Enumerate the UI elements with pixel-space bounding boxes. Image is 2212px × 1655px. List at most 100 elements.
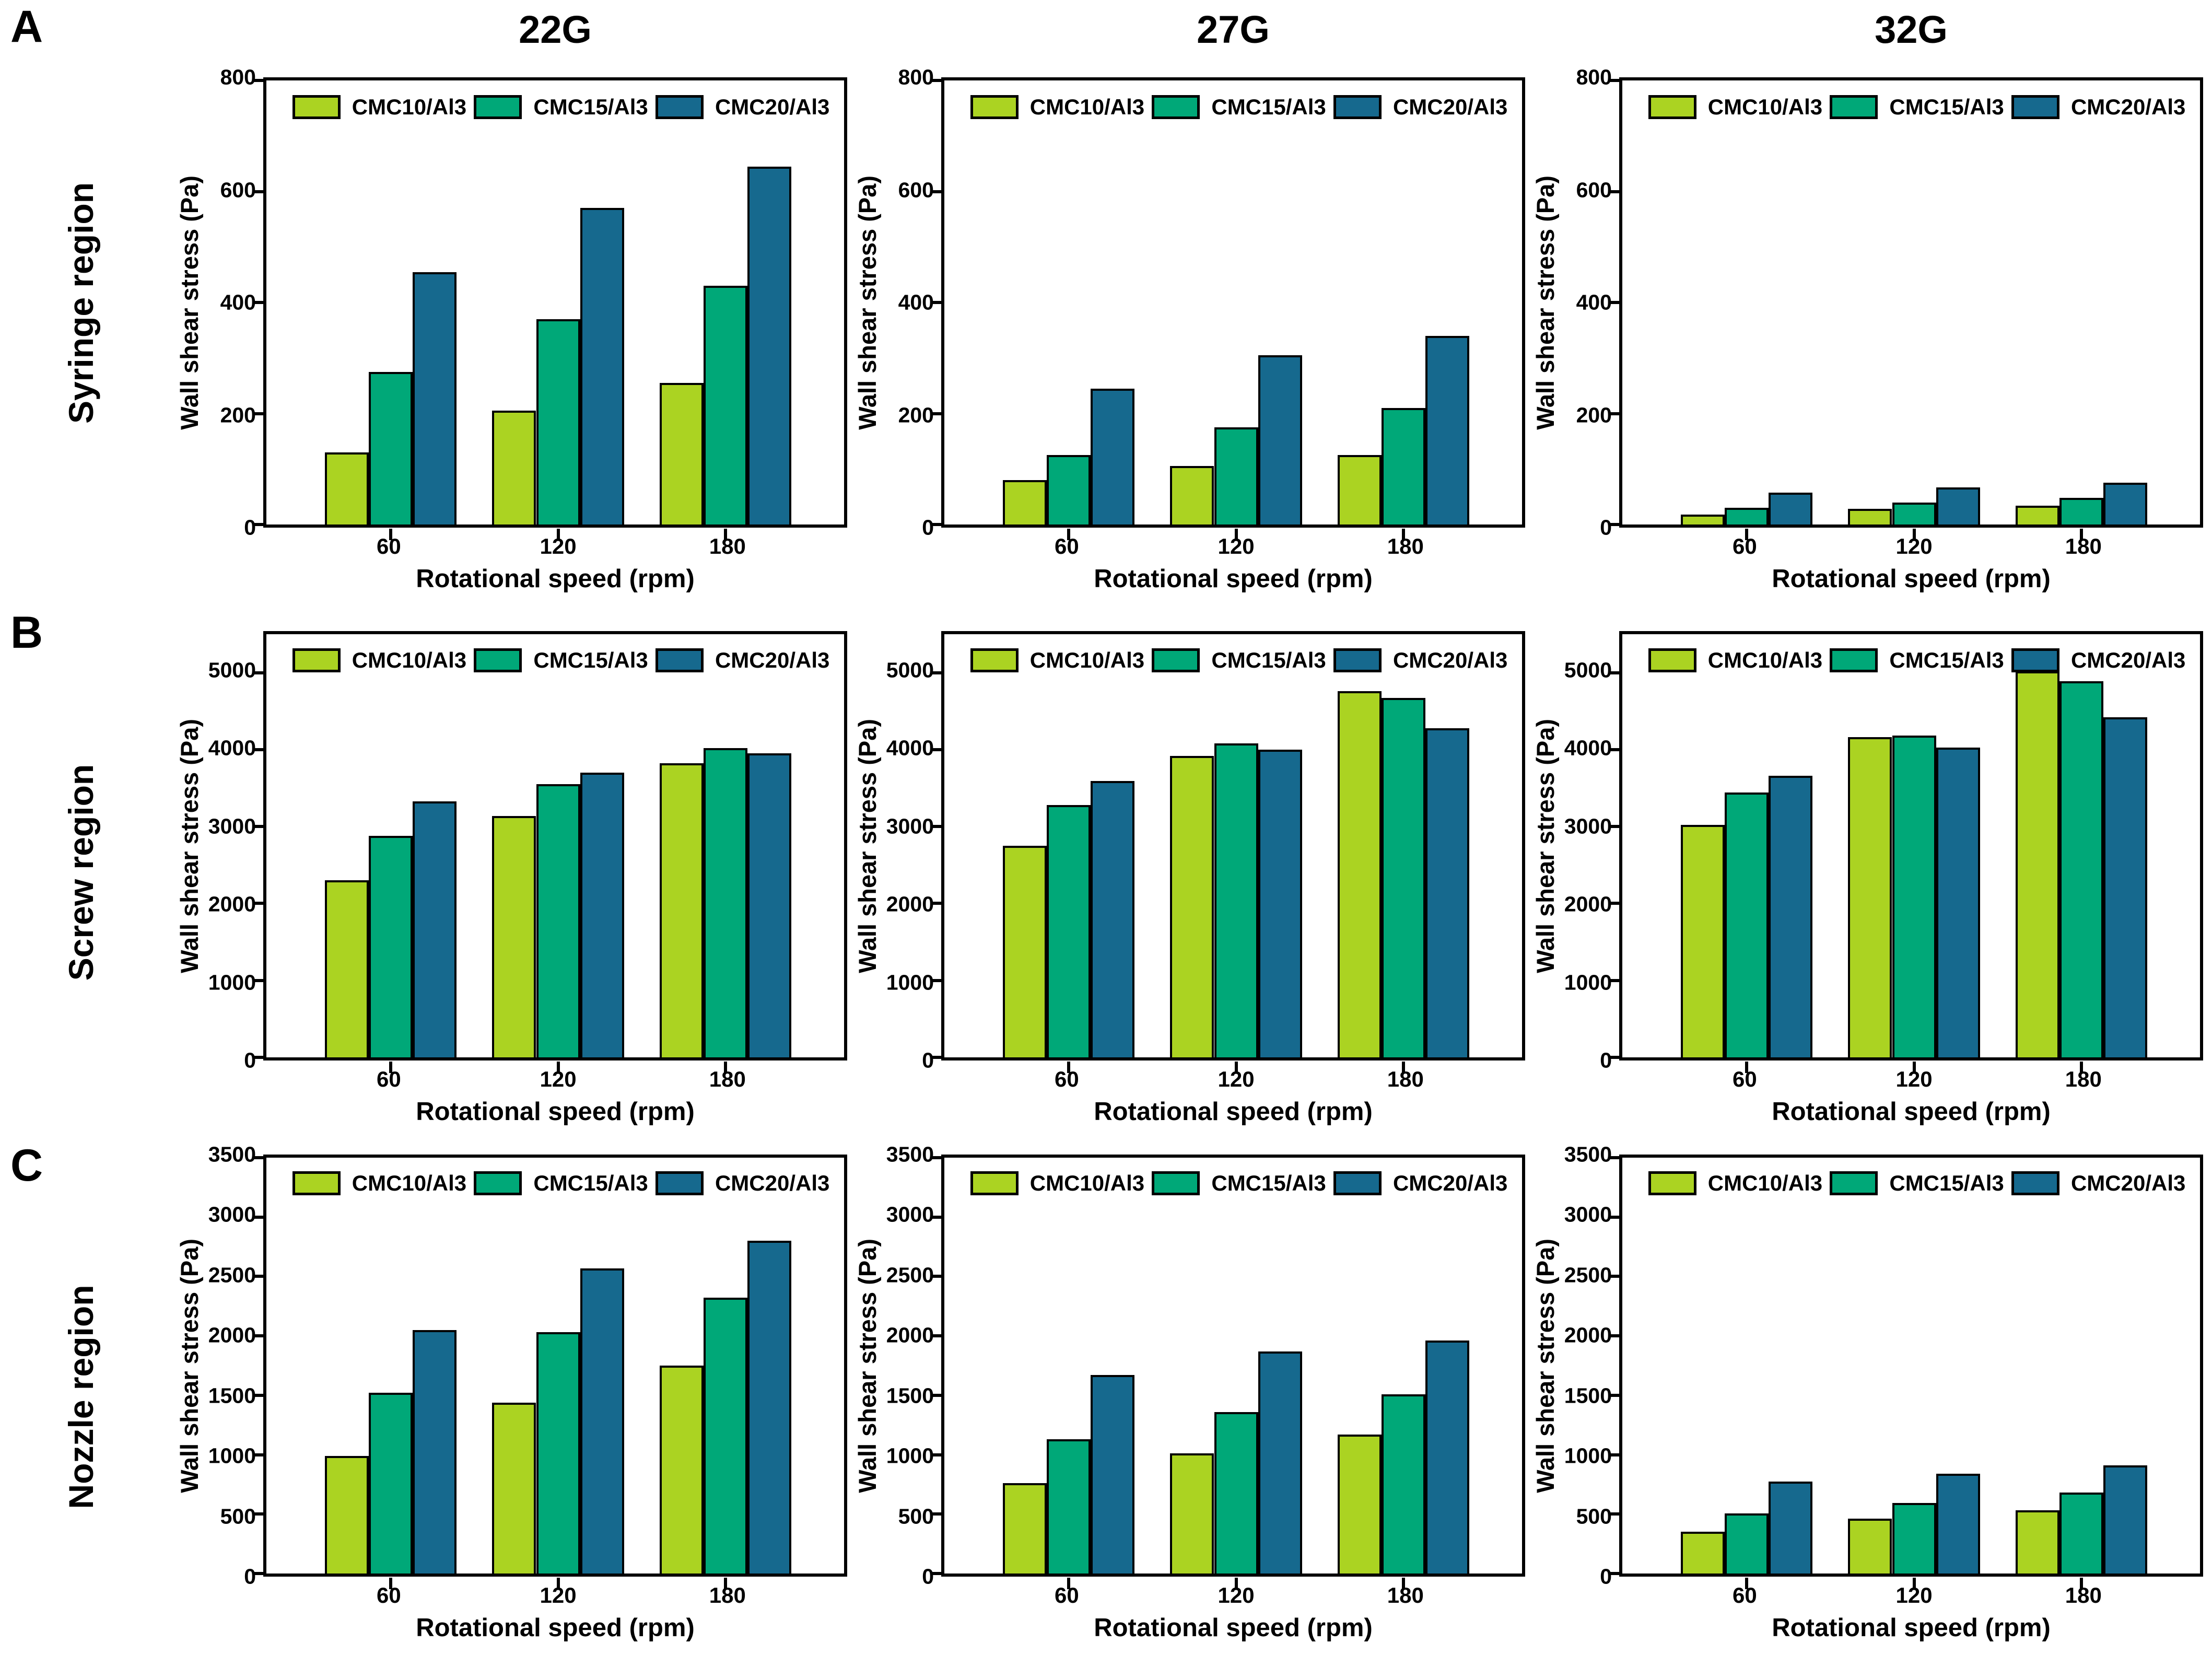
bar xyxy=(2059,681,2104,1057)
chart-panel-C2: Wall shear stress (Pa) 0 500 1000 1500 2000 25… xyxy=(850,1139,1528,1655)
chart-panel-A1: 22G Wall shear stress (Pa) 0 200 400 600 800 CM… xyxy=(172,0,850,606)
y-tick-mark xyxy=(1609,1334,1619,1338)
y-tick-mark xyxy=(1609,748,1619,751)
chart-area: Wall shear stress (Pa) 0 500 1000 1500 2000 25… xyxy=(172,1139,847,1589)
bar xyxy=(1848,737,1892,1057)
x-axis-spacer xyxy=(1528,528,1619,606)
y-tick-mark xyxy=(253,671,263,674)
y-tick-mark xyxy=(253,523,263,526)
bar xyxy=(2103,483,2148,525)
y-axis-label-text: Wall shear stress (Pa) xyxy=(1531,718,1559,973)
legend-label: CMC20/Al3 xyxy=(715,1171,830,1196)
y-axis-label-text: Wall shear stress (Pa) xyxy=(1531,1238,1559,1493)
chart-panel-C3: Wall shear stress (Pa) 0 500 1000 1500 2000 25… xyxy=(1528,1139,2206,1655)
y-tick-mark xyxy=(1609,1056,1619,1059)
y-tick-label: 400 xyxy=(898,290,934,314)
bar xyxy=(580,208,624,525)
y-tick-label: 1000 xyxy=(886,970,934,995)
y-tick-label: 1000 xyxy=(208,1443,256,1468)
x-tick-mark xyxy=(1912,1578,1916,1589)
x-tick-mark xyxy=(1402,529,1406,540)
bar xyxy=(1046,805,1091,1057)
y-tick-labels: 0 1000 2000 3000 4000 5000 xyxy=(1562,631,1619,1071)
y-tick-label: 0 xyxy=(922,515,934,540)
legend-swatch xyxy=(292,648,341,672)
legend: CMC10/Al3 CMC15/Al3 CMC20/Al3 xyxy=(292,1171,830,1196)
x-tick-label: 60 xyxy=(1733,1067,1757,1091)
legend-item: CMC15/Al3 xyxy=(1830,1171,2004,1196)
y-axis-label: Wall shear stress (Pa) xyxy=(172,1155,206,1577)
plot-area: CMC10/Al3 CMC15/Al3 CMC20/Al3 xyxy=(253,77,847,540)
bar xyxy=(368,371,413,525)
y-tick-label: 0 xyxy=(1600,1048,1612,1073)
x-tick-label: 180 xyxy=(709,534,746,558)
plot-area: CMC10/Al3 CMC15/Al3 CMC20/Al3 xyxy=(253,1155,847,1589)
x-tick-label: 180 xyxy=(709,1067,746,1091)
y-tick-label: 5000 xyxy=(886,658,934,682)
x-axis-spacer xyxy=(172,1060,263,1139)
y-tick-mark xyxy=(931,1393,941,1397)
y-tick-label: 3000 xyxy=(886,814,934,838)
bar xyxy=(1090,781,1134,1057)
y-tick-label: 200 xyxy=(220,403,256,427)
y-tick-mark xyxy=(253,190,263,193)
x-axis-inner: 60 120 180 Rotational speed (rpm) xyxy=(941,528,1525,606)
x-tick-mark xyxy=(556,1062,560,1073)
chart-panel-C1: Wall shear stress (Pa) 0 500 1000 1500 2000 25… xyxy=(172,1139,850,1655)
legend-swatch xyxy=(655,1171,704,1196)
y-tick-labels: 0 1000 2000 3000 4000 5000 xyxy=(206,631,263,1071)
x-tick-label: 60 xyxy=(377,1583,401,1607)
chart-panel-B3: Wall shear stress (Pa) 0 1000 2000 3000 4000 5… xyxy=(1528,606,2206,1139)
legend-label: CMC10/Al3 xyxy=(1029,647,1145,672)
x-axis-spacer xyxy=(172,1577,263,1655)
y-tick-label: 2500 xyxy=(1564,1263,1612,1287)
y-tick-mark xyxy=(931,902,941,905)
legend-swatch xyxy=(474,1171,522,1196)
y-tick-label: 2500 xyxy=(208,1263,256,1287)
bar xyxy=(2016,1510,2060,1574)
bar xyxy=(412,272,457,525)
row-gutter: B Screw region xyxy=(0,606,172,1139)
bar xyxy=(1338,691,1382,1057)
legend-swatch xyxy=(1333,95,1382,120)
legend-item: CMC15/Al3 xyxy=(474,95,648,120)
y-tick-label: 2500 xyxy=(886,1263,934,1287)
legend-swatch xyxy=(970,1171,1019,1196)
chart-area: Wall shear stress (Pa) 0 1000 2000 3000 4000 5… xyxy=(850,606,1525,1073)
y-tick-mark xyxy=(931,825,941,829)
legend: CMC10/Al3 CMC15/Al3 CMC20/Al3 xyxy=(970,95,1507,120)
y-tick-mark xyxy=(1609,1393,1619,1397)
panel-letter: C xyxy=(10,1140,43,1191)
y-tick-label: 500 xyxy=(898,1504,934,1529)
y-tick-label: 3000 xyxy=(208,1202,256,1227)
bar xyxy=(1258,1351,1302,1574)
y-tick-mark xyxy=(931,671,941,674)
bar xyxy=(1214,1412,1258,1574)
legend-swatch xyxy=(655,95,704,120)
bar xyxy=(1002,480,1047,525)
legend-swatch xyxy=(1152,1171,1200,1196)
y-tick-label: 3500 xyxy=(886,1142,934,1167)
y-tick-label: 2000 xyxy=(1564,1323,1612,1347)
legend-label: CMC20/Al3 xyxy=(715,647,830,672)
x-tick-mark xyxy=(2080,1578,2084,1589)
x-axis-area: 60 120 180 Rotational speed (rpm) xyxy=(172,1060,847,1139)
y-tick-labels: 0 1000 2000 3000 4000 5000 xyxy=(884,631,941,1071)
plot-area: CMC10/Al3 CMC15/Al3 CMC20/Al3 xyxy=(931,1155,1525,1589)
y-tick-mark xyxy=(931,523,941,526)
y-tick-label: 3000 xyxy=(208,814,256,838)
legend-swatch xyxy=(292,1171,341,1196)
x-tick-mark xyxy=(2080,529,2084,540)
x-axis-label: Rotational speed (rpm) xyxy=(1772,1614,2051,1642)
x-axis-spacer xyxy=(1528,1577,1619,1655)
bar xyxy=(536,1332,580,1574)
y-tick-mark xyxy=(1609,412,1619,415)
x-tick-mark xyxy=(1067,1578,1070,1589)
chart-panel-A3: 32G Wall shear stress (Pa) 0 200 400 600 800 CM… xyxy=(1528,0,2206,606)
bar xyxy=(1425,335,1470,525)
bar xyxy=(1768,1481,1812,1574)
y-tick-label: 2000 xyxy=(886,1323,934,1347)
y-tick-mark xyxy=(253,1156,263,1159)
bar xyxy=(1425,728,1470,1057)
y-axis-label: Wall shear stress (Pa) xyxy=(850,77,884,528)
